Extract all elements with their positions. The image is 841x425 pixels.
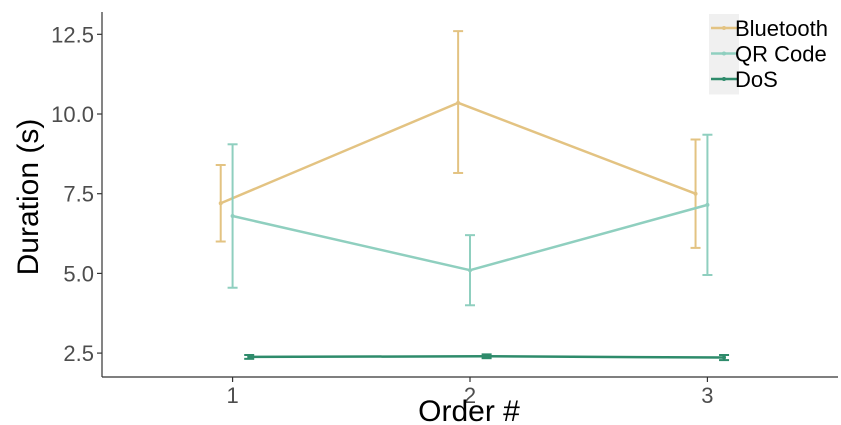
- legend-label: DoS: [735, 67, 778, 92]
- series-layer: [215, 30, 730, 362]
- x-axis-title: Order #: [418, 395, 520, 425]
- y-axis-title: Duration (s): [12, 119, 45, 276]
- legend-key-point: [722, 51, 726, 56]
- legend-label: Bluetooth: [735, 16, 828, 41]
- x-tick-label: 3: [701, 383, 713, 408]
- data-point: [247, 354, 252, 359]
- series-bluetooth: [215, 30, 701, 249]
- y-tick-label: 2.5: [63, 341, 94, 366]
- y-tick-label: 7.5: [63, 182, 94, 207]
- x-tick-label: 1: [226, 383, 238, 408]
- data-point: [693, 191, 698, 196]
- legend-key-point: [722, 26, 726, 30]
- x-tick-label: 2: [464, 383, 476, 408]
- data-point: [456, 100, 461, 105]
- data-point: [705, 202, 710, 207]
- axes: 2.5 5.0 7.5 10.0 12.5 1 2 3: [51, 12, 838, 408]
- data-point: [218, 201, 223, 206]
- data-point: [722, 355, 727, 360]
- y-tick-label: 12.5: [51, 22, 94, 47]
- data-point: [230, 214, 235, 219]
- data-point: [468, 268, 472, 273]
- legend-label: QR Code: [735, 42, 827, 67]
- series-dos: [244, 353, 730, 362]
- y-tick-label: 5.0: [63, 261, 94, 286]
- legend-key-point: [722, 77, 726, 81]
- series-qr-code: [227, 133, 713, 307]
- y-tick-label: 10.0: [51, 102, 94, 127]
- data-point: [484, 354, 489, 359]
